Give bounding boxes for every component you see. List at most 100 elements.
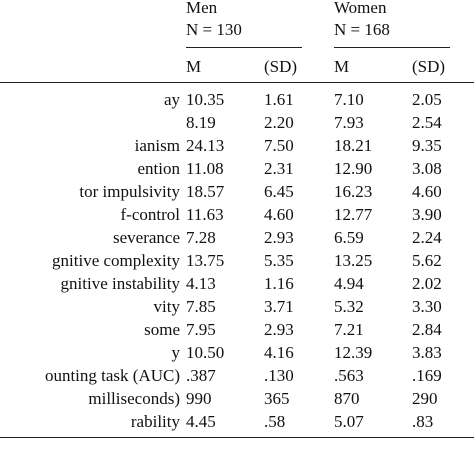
group-rule-men [186, 47, 302, 48]
cell-women-m: 16.23 [334, 182, 373, 201]
cell-men-sd: 3.71 [264, 297, 294, 316]
table-row: gnitive instability 4.13 1.16 4.94 2.02 [0, 272, 474, 295]
row-label: milliseconds) [88, 389, 180, 408]
cell-men-sd: .130 [264, 366, 294, 385]
header-rule [0, 82, 474, 83]
cell-men-m: 7.28 [186, 228, 216, 247]
bottom-rule [0, 437, 474, 438]
cell-men-sd: 2.20 [264, 113, 294, 132]
cell-women-sd: 3.90 [412, 205, 442, 224]
cell-women-m: 7.93 [334, 113, 364, 132]
row-label: severance [112, 228, 180, 247]
column-header-men-m: M [186, 57, 202, 76]
row-label-clip: ounting task (AUC) [0, 364, 180, 387]
cell-men-m: 4.13 [186, 274, 216, 293]
cell-men-sd: 2.31 [264, 159, 294, 178]
group-n-women: N = 168 [334, 20, 390, 39]
row-label-clip: severance [0, 226, 180, 249]
cell-men-m: 13.75 [186, 251, 225, 270]
table-row: tor impulsivity 18.57 6.45 16.23 4.60 [0, 180, 474, 203]
column-header-men-sd: (SD) [264, 57, 298, 76]
row-label: y [171, 343, 181, 362]
cell-men-sd: 2.93 [264, 320, 294, 339]
row-label-clip: tor impulsivity [0, 180, 180, 203]
cell-men-m: 990 [186, 389, 212, 408]
table-row: ention 11.08 2.31 12.90 3.08 [0, 157, 474, 180]
row-label: gnitive complexity [52, 251, 180, 270]
cell-women-m: 12.90 [334, 159, 373, 178]
cell-women-sd: 3.83 [412, 343, 442, 362]
row-label-clip: ention [0, 157, 181, 180]
cell-women-m: 5.32 [334, 297, 364, 316]
row-label-clip: f-control [0, 203, 180, 226]
row-label: f-control [120, 205, 180, 224]
cell-women-sd: 3.08 [412, 159, 442, 178]
row-label: gnitive instability [60, 274, 180, 293]
cell-women-m: 7.21 [334, 320, 364, 339]
cell-men-m: 10.35 [186, 90, 225, 109]
cell-men-m: 4.45 [186, 412, 216, 431]
cell-women-sd: 2.54 [412, 113, 442, 132]
table-row: y 10.50 4.16 12.39 3.83 [0, 341, 474, 364]
cell-women-m: 12.39 [334, 343, 373, 362]
table-row: rability 4.45 .58 5.07 .83 [0, 410, 474, 433]
table-row: milliseconds) 990 365 870 290 [0, 387, 474, 410]
cell-women-m: 18.21 [334, 136, 373, 155]
cell-men-m: 11.63 [186, 205, 224, 224]
row-label: tor impulsivity [79, 182, 180, 201]
table-row: gnitive complexity 13.75 5.35 13.25 5.62 [0, 249, 474, 272]
cell-women-sd: .83 [412, 412, 434, 431]
table-row: vity 7.85 3.71 5.32 3.30 [0, 295, 474, 318]
cell-men-m: 24.13 [186, 136, 225, 155]
cell-men-sd: .58 [264, 412, 286, 431]
row-label-clip: some [0, 318, 180, 341]
cell-women-m: 13.25 [334, 251, 373, 270]
cell-men-sd: 2.93 [264, 228, 294, 247]
column-header-women-m: M [334, 57, 350, 76]
row-label-clip: vity [0, 295, 180, 318]
group-header-men: Men [186, 0, 218, 17]
cell-women-m: 870 [334, 389, 360, 408]
table-row: f-control 11.63 4.60 12.77 3.90 [0, 203, 474, 226]
row-label-clip: y [0, 341, 181, 364]
cell-women-sd: 9.35 [412, 136, 442, 155]
cell-women-sd: 2.02 [412, 274, 442, 293]
row-label-clip: ay [0, 88, 180, 111]
table-row: 8.19 2.20 7.93 2.54 [0, 111, 474, 134]
cell-men-sd: 1.61 [264, 90, 294, 109]
cell-men-sd: 6.45 [264, 182, 294, 201]
cell-women-sd: 2.24 [412, 228, 442, 247]
table-row: some 7.95 2.93 7.21 2.84 [0, 318, 474, 341]
cell-men-m: 7.95 [186, 320, 216, 339]
row-label: some [144, 320, 180, 339]
row-label-clip: gnitive complexity [0, 249, 180, 272]
table-row: ianism 24.13 7.50 18.21 9.35 [0, 134, 474, 157]
cell-men-m: 11.08 [186, 159, 224, 178]
cell-men-sd: 365 [264, 389, 290, 408]
cell-women-m: .563 [334, 366, 364, 385]
table-row: ounting task (AUC) .387 .130 .563 .169 [0, 364, 474, 387]
column-header-women-sd: (SD) [412, 57, 446, 76]
cell-men-sd: 7.50 [264, 136, 294, 155]
cell-men-m: 18.57 [186, 182, 225, 201]
row-label: rability [130, 412, 180, 431]
cell-men-m: .387 [186, 366, 216, 385]
cell-women-sd: 290 [412, 389, 438, 408]
row-label-clip: rability [0, 410, 180, 433]
cell-men-sd: 1.16 [264, 274, 294, 293]
cell-women-m: 4.94 [334, 274, 364, 293]
cell-women-sd: .169 [412, 366, 442, 385]
row-label: ounting task (AUC) [44, 366, 180, 385]
cell-women-sd: 2.84 [412, 320, 442, 339]
row-label: ay [163, 90, 180, 109]
table-row: ay 10.35 1.61 7.10 2.05 [0, 88, 474, 111]
row-label-clip: ianism [0, 134, 180, 157]
group-n-men: N = 130 [186, 20, 242, 39]
cell-women-sd: 2.05 [412, 90, 442, 109]
group-rule-women [334, 47, 450, 48]
row-label: ention [137, 159, 181, 178]
cell-men-m: 8.19 [186, 113, 216, 132]
row-label-clip [0, 111, 180, 134]
cell-men-sd: 4.16 [264, 343, 294, 362]
